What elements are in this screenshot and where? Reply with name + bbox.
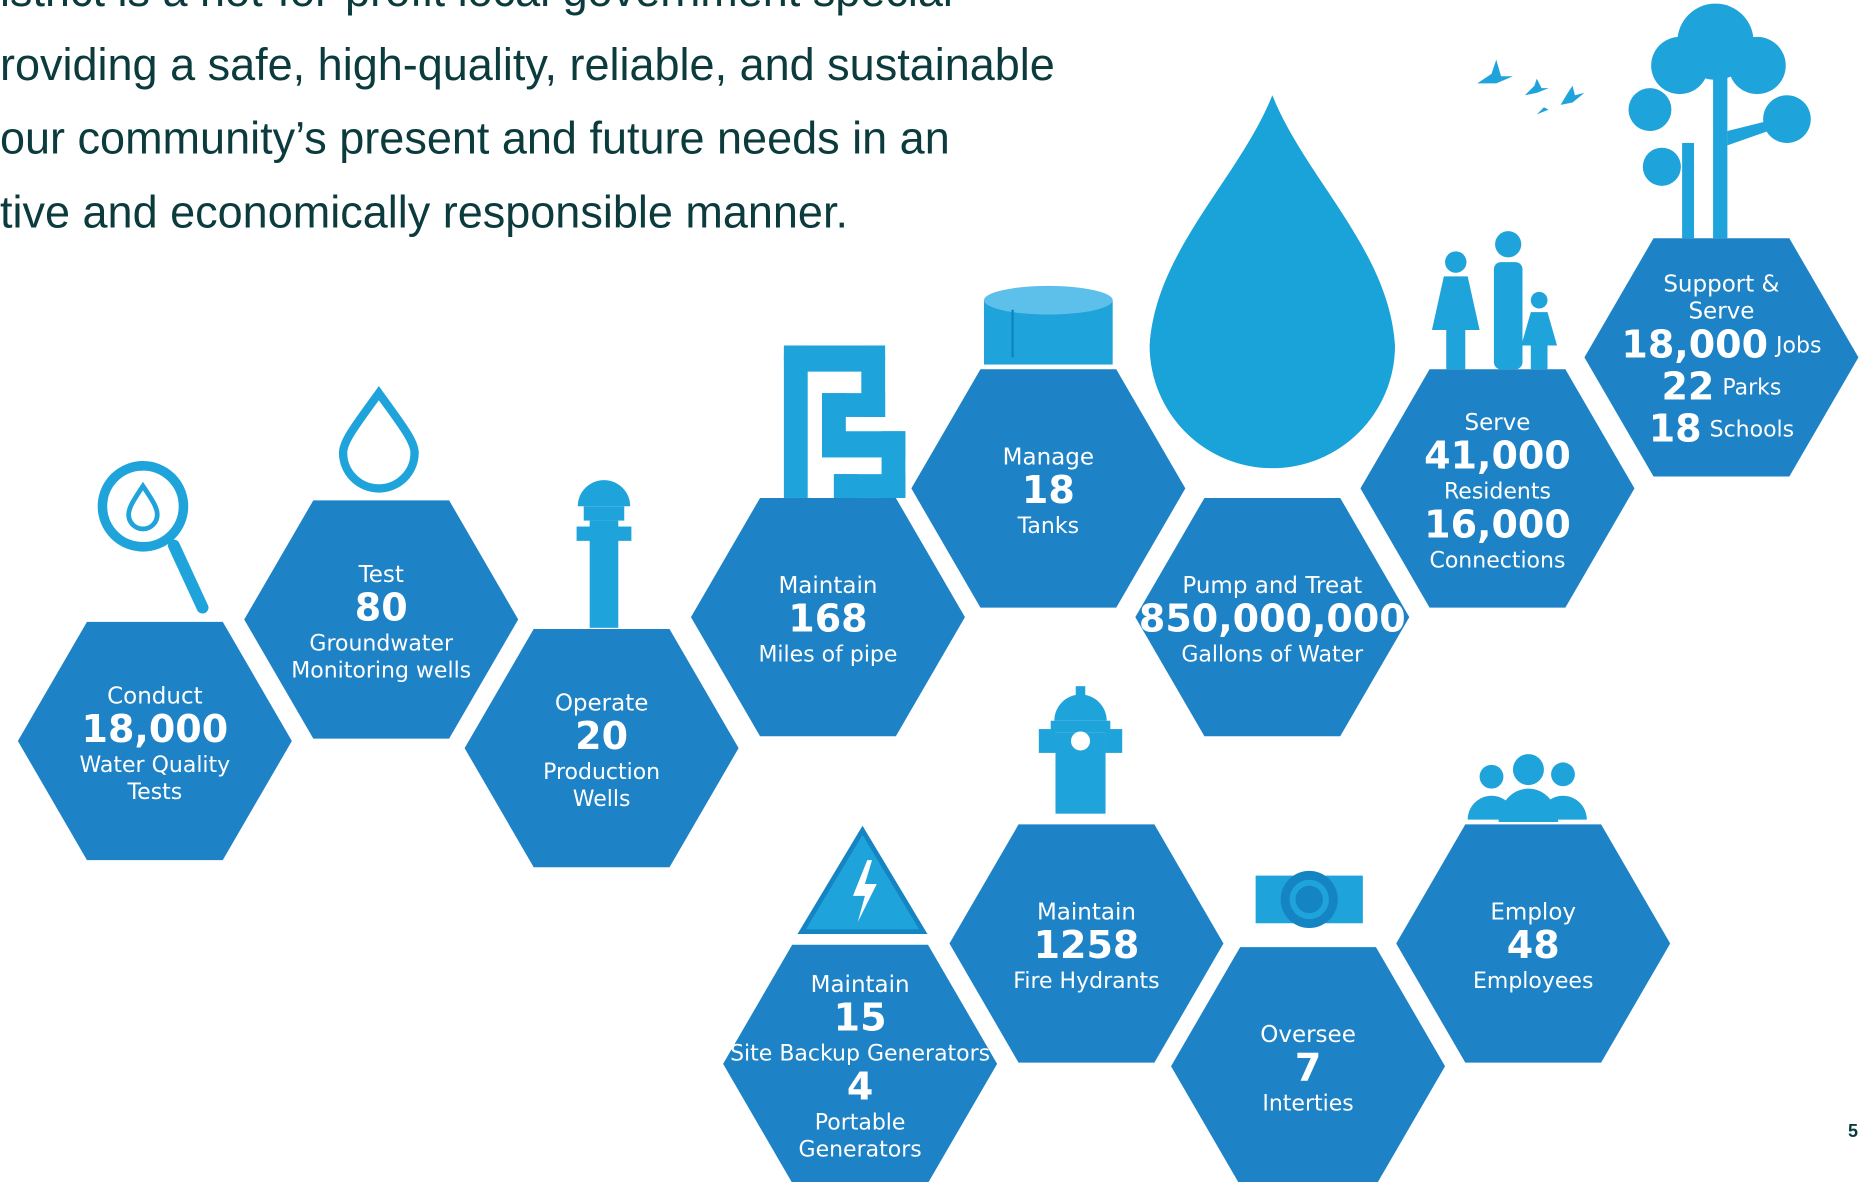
hex-label: Miles of pipe: [758, 643, 897, 668]
hex-number: 22: [1661, 364, 1714, 408]
hex-label: Tests: [126, 780, 182, 805]
hex-action: Serve: [1688, 298, 1754, 324]
intro-line: tive and economically responsible manner…: [0, 187, 848, 238]
hex-number: 7: [1295, 1046, 1321, 1090]
hex-label: Interties: [1262, 1092, 1353, 1117]
hex-label: Employees: [1473, 969, 1593, 994]
hex-action: Test: [358, 562, 404, 588]
hex-number: 18: [1649, 406, 1702, 450]
intro-text: istrict is a not-for-profit local govern…: [0, 0, 1055, 238]
hex-number: 18,000: [82, 707, 229, 751]
hex-label: Tanks: [1017, 514, 1079, 539]
hex-action: Employ: [1490, 900, 1576, 926]
page: istrict is a not-for-profit local govern…: [0, 0, 1868, 1182]
hex-label: Schools: [1710, 417, 1795, 442]
drop-icon: [343, 393, 414, 488]
hex-action: Support &: [1663, 271, 1779, 297]
intro-line: roviding a safe, high-quality, reliable,…: [0, 39, 1055, 90]
hex-action: Manage: [1003, 444, 1094, 470]
page-number: 5: [1848, 1121, 1858, 1141]
hex-number: 1258: [1034, 923, 1140, 967]
hex-number: 168: [788, 597, 867, 641]
hydrant-icon: [1039, 686, 1122, 813]
hex-label: Connections: [1429, 548, 1565, 573]
hex-label: Monitoring wells: [291, 658, 471, 683]
hex-label: Groundwater: [309, 631, 454, 656]
hex-label: Site Backup Generators: [730, 1041, 990, 1066]
slide: istrict is a not-for-profit local govern…: [0, 0, 1868, 1182]
tank-icon: [984, 286, 1113, 365]
hex-action: Pump and Treat: [1182, 573, 1362, 599]
hex-action: Maintain: [778, 573, 877, 599]
hex-number: 850,000,000: [1139, 597, 1406, 641]
hex-action: Oversee: [1260, 1022, 1356, 1048]
hex-label: Wells: [573, 787, 631, 812]
birds-icon: [1477, 60, 1584, 115]
hex-label: Portable: [815, 1110, 906, 1135]
hex-number: 16,000: [1424, 502, 1571, 546]
hex-label: Residents: [1444, 479, 1551, 504]
magnifier-icon: [102, 466, 202, 608]
water-drop-icon: [1150, 95, 1395, 468]
well-icon: [577, 480, 632, 628]
hex-label: Jobs: [1774, 333, 1821, 358]
hex-action: Serve: [1464, 410, 1530, 436]
hex-number: 41,000: [1424, 433, 1571, 477]
hex-number: 4: [847, 1064, 873, 1108]
pipe-icon: [784, 345, 906, 497]
hex-number: 48: [1507, 923, 1560, 967]
hex-label: Gallons of Water: [1181, 643, 1364, 668]
hex-number: 15: [834, 995, 887, 1039]
intro-line: our community’s present and future needs…: [0, 113, 950, 164]
hex-number: 18,000: [1621, 322, 1768, 366]
tree-icon: [1629, 4, 1811, 239]
hex-action: Maintain: [811, 972, 910, 998]
hex-action: Conduct: [107, 683, 203, 709]
hex-label: Production: [543, 760, 660, 785]
valve-icon: [1256, 871, 1363, 928]
hex-number: 18: [1022, 468, 1075, 512]
hex-number: 80: [355, 585, 408, 629]
hex-label: Water Quality: [80, 753, 231, 778]
staff-icon: [1468, 754, 1587, 822]
hex-label: Parks: [1722, 375, 1781, 400]
warning-icon: [802, 830, 924, 931]
hex-action: Operate: [555, 691, 649, 717]
hex-number: 20: [575, 714, 628, 758]
intro-line: istrict is a not-for-profit local govern…: [0, 0, 953, 16]
family-icon: [1432, 231, 1557, 369]
hex-label: Generators: [799, 1137, 922, 1162]
hex-label: Fire Hydrants: [1013, 969, 1159, 994]
hex-action: Maintain: [1037, 900, 1136, 926]
